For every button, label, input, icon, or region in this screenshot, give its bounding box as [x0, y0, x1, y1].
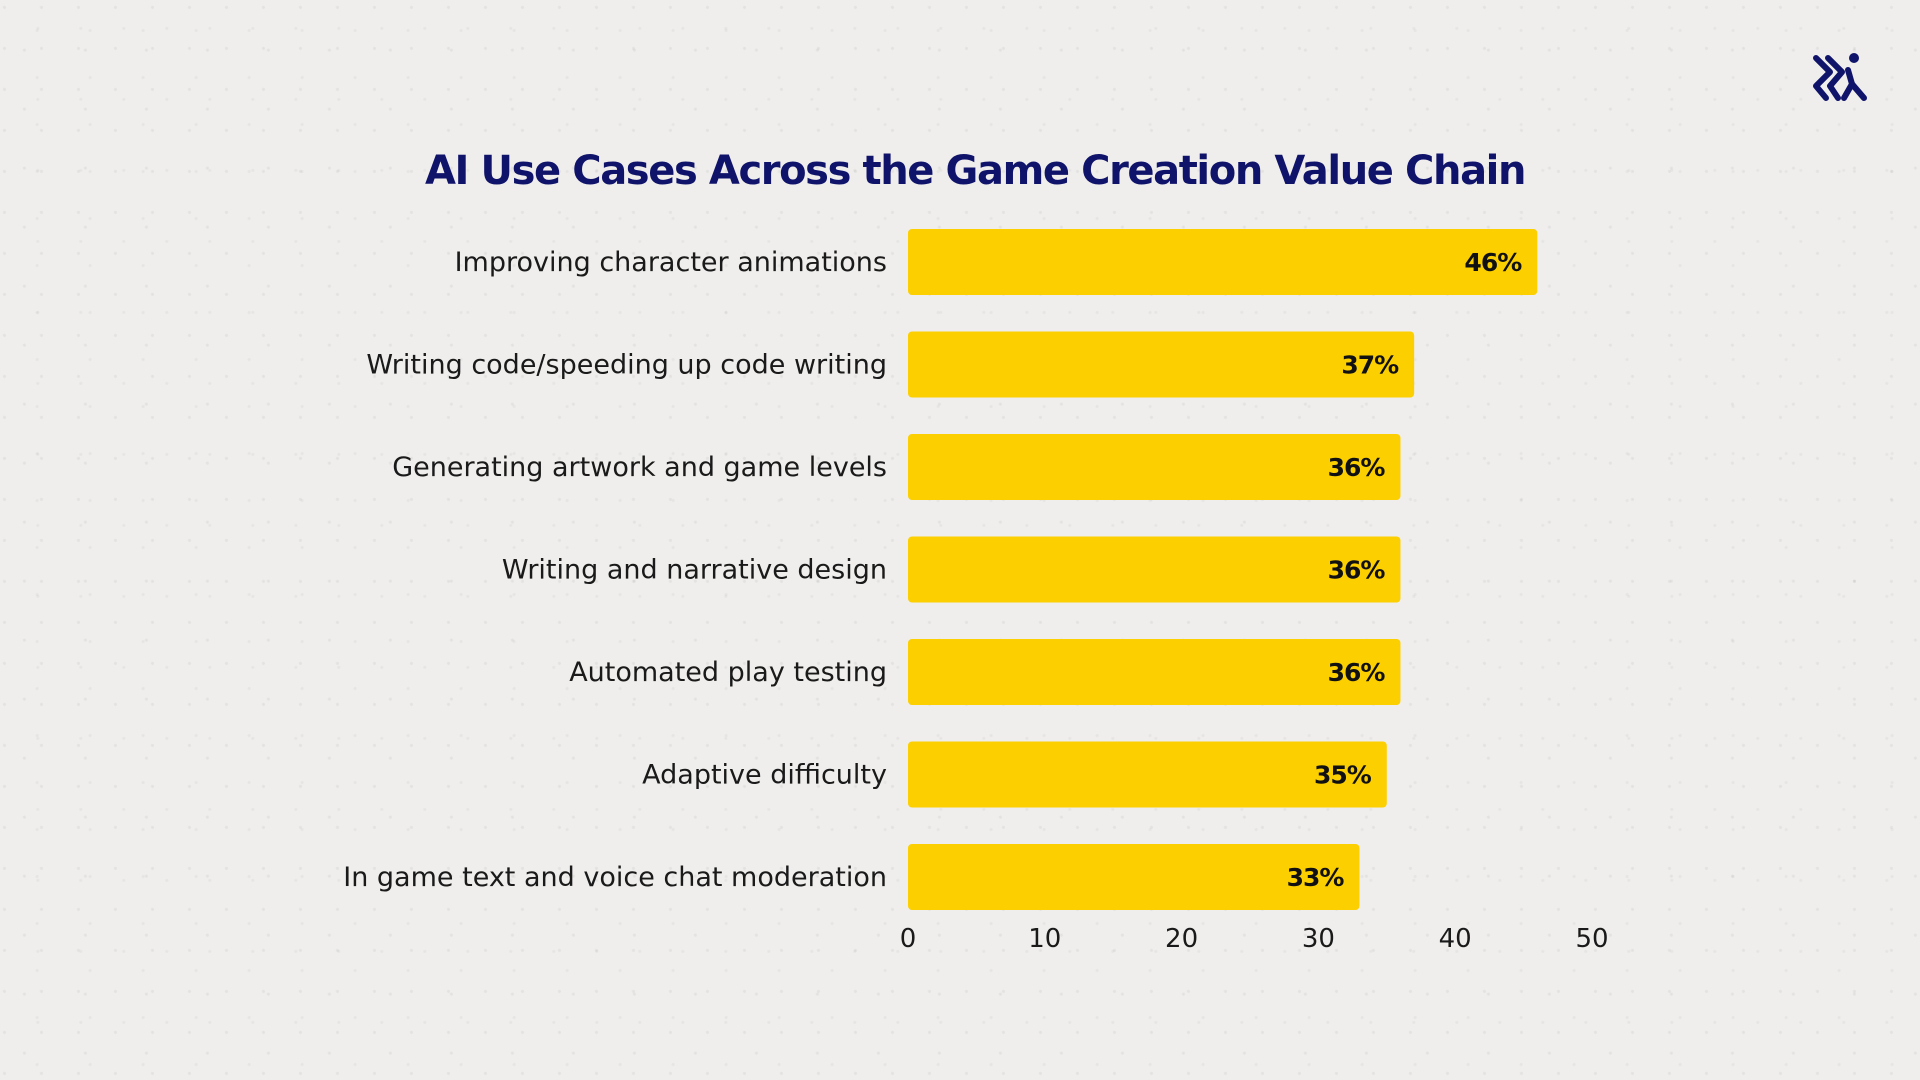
- category-label: In game text and voice chat moderation: [343, 862, 887, 893]
- x-tick-label: 40: [1439, 924, 1472, 954]
- data-label: 36%: [1328, 453, 1386, 482]
- data-label: 36%: [1328, 556, 1386, 585]
- x-tick-label: 0: [900, 924, 917, 954]
- category-label: Adaptive difficulty: [642, 760, 887, 791]
- bar: [908, 434, 1401, 500]
- data-label: 37%: [1341, 351, 1399, 380]
- x-tick-label: 30: [1302, 924, 1335, 954]
- bar: [908, 331, 1415, 398]
- category-label: Writing and narrative design: [502, 555, 887, 586]
- category-label: Writing code/speeding up code writing: [366, 350, 887, 381]
- bar: [908, 741, 1387, 808]
- bar: [908, 639, 1401, 705]
- category-label: Generating artwork and game levels: [392, 452, 887, 483]
- x-tick-label: 50: [1575, 924, 1608, 954]
- runner-logo-icon: [1813, 53, 1867, 101]
- bar: [908, 844, 1360, 910]
- x-tick-label: 20: [1165, 924, 1198, 954]
- data-label: 46%: [1464, 248, 1522, 277]
- x-tick-label: 10: [1028, 924, 1061, 954]
- data-label: 33%: [1287, 863, 1345, 892]
- category-label: Automated play testing: [569, 657, 887, 688]
- chart-title: AI Use Cases Across the Game Creation Va…: [424, 148, 1526, 194]
- bar: [908, 536, 1401, 603]
- category-label: Improving character animations: [455, 247, 887, 278]
- data-label: 35%: [1314, 761, 1372, 790]
- bar: [908, 229, 1538, 295]
- data-label: 36%: [1328, 658, 1386, 687]
